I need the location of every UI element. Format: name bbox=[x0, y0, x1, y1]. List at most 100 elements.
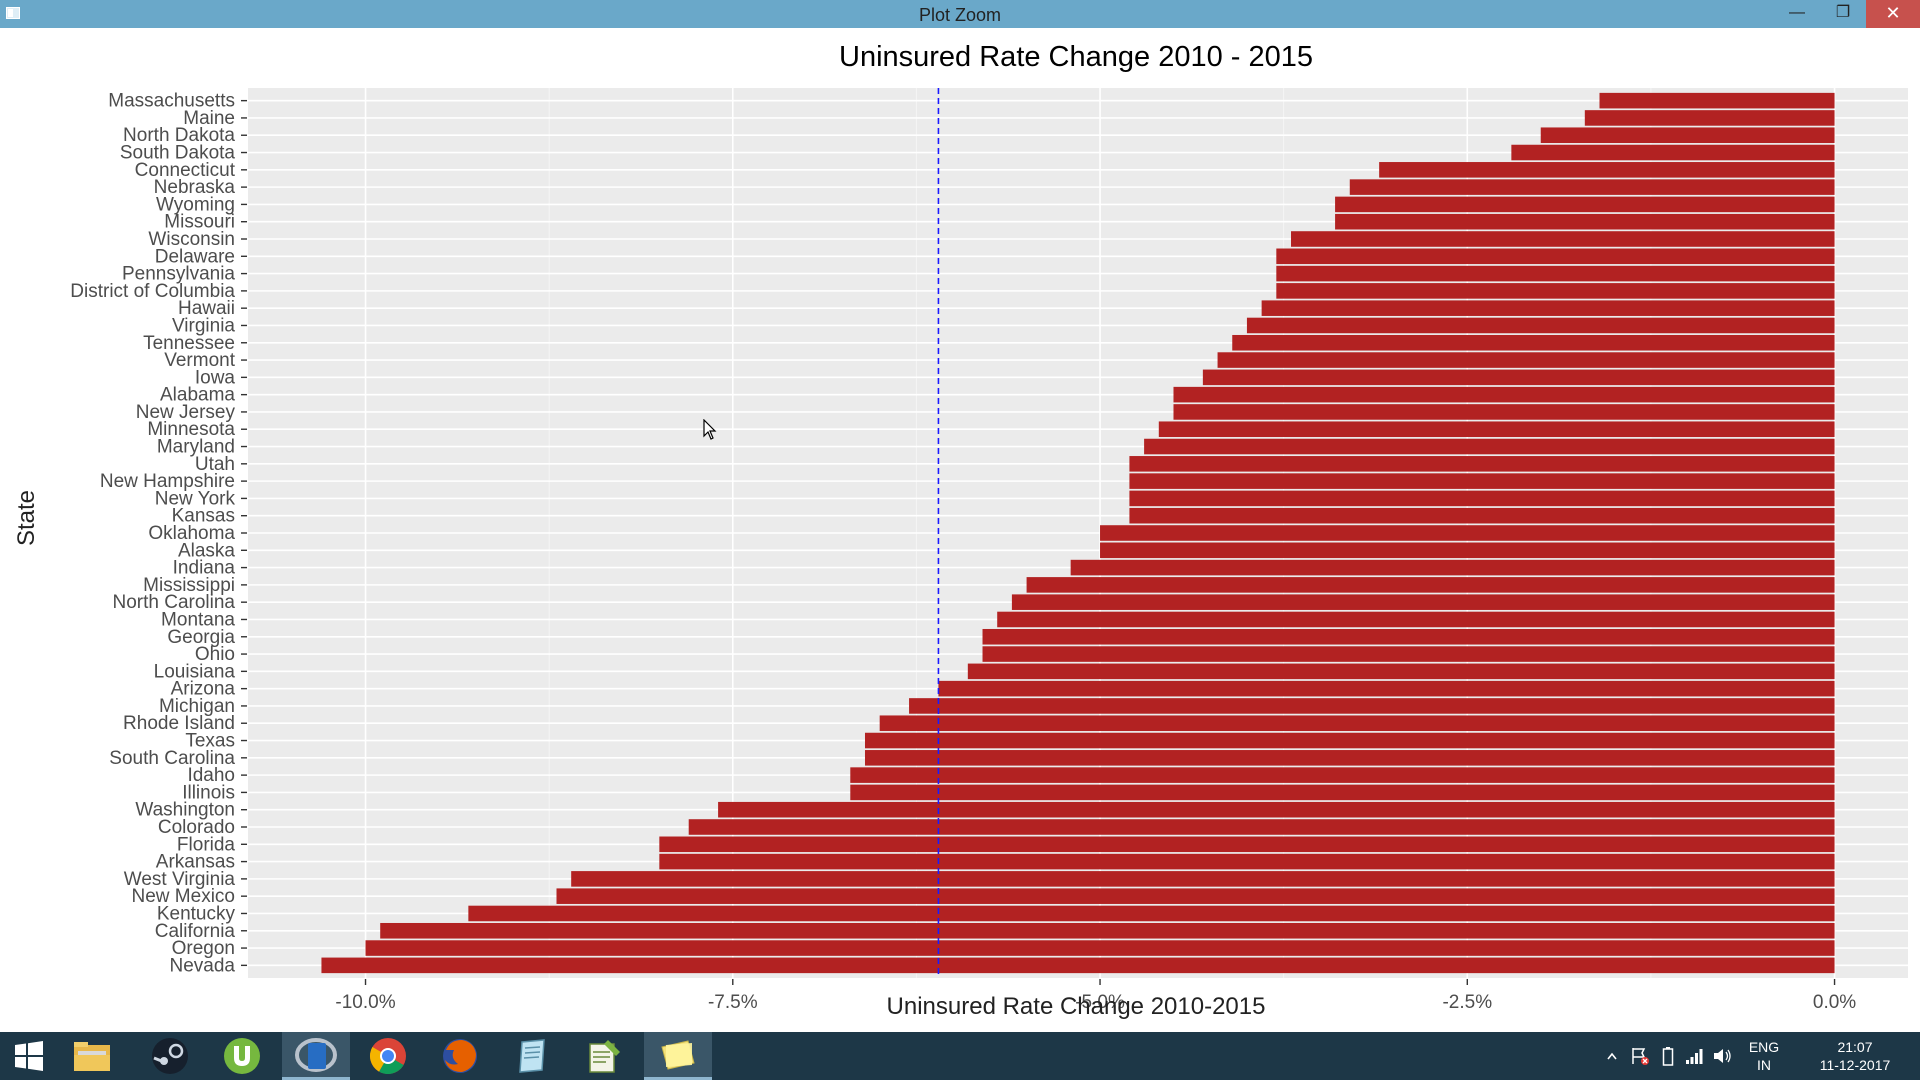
x-axis-label: Uninsured Rate Change 2010-2015 bbox=[887, 993, 1266, 1020]
y-tick-label: Maryland bbox=[157, 437, 235, 458]
taskbar-editor[interactable] bbox=[570, 1032, 638, 1080]
language-region: IN bbox=[1757, 1057, 1771, 1073]
sticky-notes-icon bbox=[661, 1039, 695, 1070]
bar bbox=[1246, 317, 1835, 334]
y-tick-label: Texas bbox=[185, 731, 235, 752]
y-tick-label: Massachusetts bbox=[108, 91, 235, 112]
y-tick-label: Pennsylvania bbox=[122, 264, 235, 285]
utorrent-icon bbox=[224, 1038, 260, 1074]
bar bbox=[1100, 525, 1835, 541]
x-tick-label: -5.0% bbox=[1075, 992, 1125, 1013]
y-tick-label: North Carolina bbox=[113, 592, 236, 613]
tray-battery-button[interactable] bbox=[1656, 1032, 1680, 1080]
y-tick-label: District of Columbia bbox=[70, 281, 235, 302]
bar bbox=[1261, 300, 1835, 316]
tray-volume-button[interactable] bbox=[1708, 1032, 1736, 1080]
y-tick-label: Hawaii bbox=[178, 298, 235, 319]
action-center-flag-icon bbox=[1632, 1048, 1649, 1065]
y-tick-label: South Carolina bbox=[109, 748, 235, 769]
bar bbox=[1026, 577, 1835, 593]
y-tick-label: Oklahoma bbox=[148, 523, 235, 544]
y-tick-label: Kansas bbox=[172, 506, 235, 527]
clock[interactable]: 21:07 11-12-2017 bbox=[1800, 1038, 1910, 1074]
bar-chart: Uninsured Rate Change 2010 - 2015 Massac… bbox=[13, 41, 1908, 1020]
taskbar-utorrent[interactable] bbox=[208, 1032, 276, 1080]
taskbar-firefox[interactable] bbox=[426, 1032, 494, 1080]
bar bbox=[659, 853, 1835, 870]
bar bbox=[967, 663, 1835, 680]
bar bbox=[909, 698, 1835, 714]
taskbar: ENG IN 21:07 11-12-2017 bbox=[0, 1032, 1920, 1080]
y-tick-label: Oregon bbox=[172, 938, 235, 959]
bar bbox=[1129, 490, 1835, 507]
firefox-icon bbox=[443, 1039, 477, 1073]
y-tick-label: Wisconsin bbox=[148, 229, 235, 250]
bar bbox=[659, 836, 1835, 853]
bar bbox=[1276, 248, 1835, 265]
y-tick-label: West Virginia bbox=[124, 869, 236, 890]
bar bbox=[1276, 265, 1835, 282]
bar bbox=[1217, 352, 1835, 368]
bar bbox=[1232, 334, 1835, 351]
bar bbox=[1173, 386, 1835, 403]
bar bbox=[1599, 92, 1835, 109]
y-tick-label: New Jersey bbox=[136, 402, 236, 423]
taskbar-explorer[interactable] bbox=[58, 1032, 126, 1080]
y-tick-label: Vermont bbox=[164, 350, 235, 371]
language-indicator[interactable]: ENG IN bbox=[1742, 1038, 1786, 1074]
bar bbox=[688, 819, 1835, 835]
y-tick-label: Rhode Island bbox=[123, 713, 235, 734]
y-tick-label: Kentucky bbox=[157, 903, 236, 924]
y-tick-label: Utah bbox=[195, 454, 235, 475]
y-tick-label: New Hampshire bbox=[100, 471, 235, 492]
tray-network-button[interactable] bbox=[1682, 1032, 1706, 1080]
chevron-up-icon bbox=[1607, 1052, 1617, 1060]
tray-flag-button[interactable] bbox=[1626, 1032, 1654, 1080]
y-tick-label: South Dakota bbox=[120, 143, 236, 164]
y-tick-label: Iowa bbox=[195, 367, 236, 388]
bar bbox=[1291, 231, 1835, 247]
bar bbox=[1202, 369, 1835, 386]
x-tick-label: -10.0% bbox=[335, 992, 395, 1013]
y-tick-label: Louisiana bbox=[154, 661, 236, 682]
bar bbox=[468, 905, 1835, 922]
y-tick-label: Indiana bbox=[173, 558, 236, 579]
x-tick-label: -7.5% bbox=[708, 992, 758, 1013]
chrome-icon bbox=[369, 1038, 406, 1075]
x-tick-labels: -10.0% -7.5% -5.0% -2.5% 0.0% bbox=[335, 979, 1856, 1013]
r-icon bbox=[295, 1037, 337, 1072]
taskbar-steam[interactable] bbox=[136, 1032, 204, 1080]
start-button[interactable] bbox=[0, 1032, 58, 1080]
y-tick-label: Michigan bbox=[159, 696, 235, 717]
bar bbox=[982, 646, 1835, 662]
bar bbox=[850, 784, 1835, 801]
maximize-button[interactable]: ❐ bbox=[1835, 4, 1851, 21]
taskbar-notepad[interactable] bbox=[498, 1032, 566, 1080]
bar bbox=[1070, 559, 1835, 576]
bars-group bbox=[321, 92, 1835, 974]
bar bbox=[879, 715, 1835, 732]
taskbar-sticky-notes[interactable] bbox=[644, 1032, 712, 1080]
bar bbox=[850, 767, 1835, 783]
y-tick-label: Mississippi bbox=[143, 575, 235, 596]
bar bbox=[1584, 110, 1835, 126]
taskbar-r[interactable] bbox=[282, 1032, 350, 1080]
y-tick-label: Maine bbox=[183, 108, 235, 129]
y-tick-label: Alaska bbox=[178, 540, 235, 561]
y-tick-label: Delaware bbox=[155, 246, 235, 267]
taskbar-chrome[interactable] bbox=[354, 1032, 422, 1080]
y-tick-label: Colorado bbox=[158, 817, 235, 838]
bar bbox=[1276, 283, 1835, 299]
bar bbox=[1129, 473, 1835, 489]
close-button[interactable]: ✕ bbox=[1866, 0, 1920, 28]
plot-area: Uninsured Rate Change 2010 - 2015 Massac… bbox=[0, 28, 1920, 1032]
y-tick-label: Tennessee bbox=[143, 333, 235, 354]
show-hidden-icons-button[interactable] bbox=[1600, 1032, 1624, 1080]
bar bbox=[1173, 404, 1835, 420]
system-tray: ENG IN 21:07 11-12-2017 bbox=[1600, 1032, 1920, 1080]
bar bbox=[1100, 542, 1835, 559]
chart-title: Uninsured Rate Change 2010 - 2015 bbox=[839, 41, 1313, 73]
window-title: Plot Zoom bbox=[918, 5, 1002, 25]
y-tick-label: New York bbox=[155, 488, 236, 509]
minimize-button[interactable]: — bbox=[1789, 4, 1805, 21]
